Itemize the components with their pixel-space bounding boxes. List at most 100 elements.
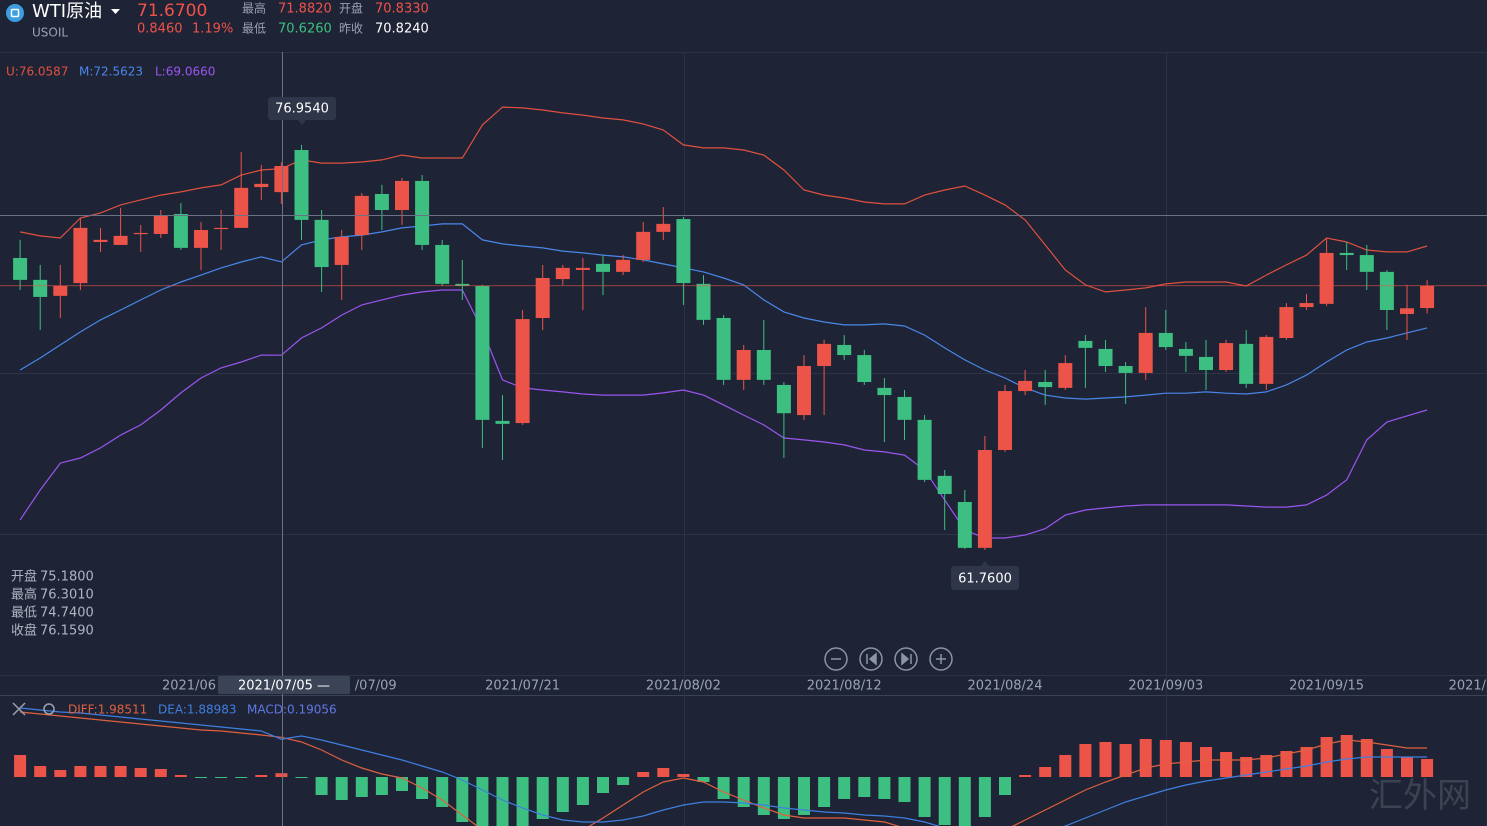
tooltip-label: 最低: [11, 606, 37, 621]
candle-body: [636, 231, 651, 260]
candle-body: [1158, 332, 1173, 348]
scroll-start-button[interactable]: [859, 647, 883, 671]
price-change-pct: 1.19%: [192, 22, 233, 37]
candle-body: [153, 215, 168, 234]
candle-body: [173, 214, 188, 248]
candle-body: [616, 259, 631, 272]
candle-body: [555, 267, 570, 280]
tooltip-value: 76.3010: [40, 588, 94, 603]
macd-bar: [355, 777, 368, 797]
macd-bar: [1280, 751, 1293, 777]
macd-bar: [1079, 744, 1092, 777]
candle-body: [314, 219, 329, 268]
macd-bar: [1320, 737, 1333, 777]
candle-body: [334, 236, 349, 265]
macd-bar: [717, 777, 730, 799]
candle-body: [1018, 380, 1033, 392]
zoom-out-button[interactable]: [824, 647, 848, 671]
candle-body: [1118, 366, 1133, 373]
candle-body: [1078, 340, 1093, 348]
macd-bar: [1220, 752, 1233, 777]
candle-body: [113, 235, 128, 245]
candle-body: [214, 227, 229, 230]
macd-bar: [154, 769, 167, 777]
x-tick-label: 2021/08/24: [968, 679, 1043, 694]
macd-line: [20, 707, 1428, 826]
candle-body: [234, 187, 249, 228]
macd-bar: [14, 755, 27, 777]
tooltip-value: 76.1590: [40, 624, 94, 639]
macd-bar: [576, 777, 589, 805]
candle-body: [1400, 308, 1414, 314]
macd-bar: [878, 777, 891, 799]
candle-body: [93, 239, 108, 242]
tooltip-label: 开盘: [11, 569, 37, 585]
candle-body: [1199, 356, 1213, 370]
candle-body: [455, 283, 470, 286]
scroll-end-button[interactable]: [894, 647, 918, 671]
stat-value: 70.6260: [278, 22, 332, 37]
macd-bar: [1380, 749, 1393, 777]
stat-label: 最低: [242, 22, 266, 36]
legend-macd: MACD:0.19056: [247, 703, 337, 717]
candle-body: [937, 475, 952, 494]
candle-body: [1138, 332, 1153, 373]
macd-bar: [697, 777, 710, 782]
candle-body: [575, 267, 590, 270]
candle-body: [1259, 336, 1274, 384]
zoom-in-button[interactable]: [929, 647, 953, 671]
symbol-name[interactable]: WTI原油: [32, 1, 102, 22]
x-tick-label: 2021/09/15: [1289, 679, 1364, 694]
dropdown-arrow[interactable]: [111, 9, 120, 14]
min-label-box: [951, 566, 1019, 590]
stat-label: 开盘: [339, 1, 363, 16]
indicator-settings-button[interactable]: [43, 703, 55, 715]
candle-body: [194, 230, 208, 248]
candle-body: [817, 343, 832, 366]
macd-bar: [255, 775, 268, 777]
symbol-code: USOIL: [32, 26, 68, 40]
legend-lower: L:69.0660: [155, 65, 215, 79]
scroll-end-icon: [901, 652, 912, 666]
legend-upper: U:76.0587: [6, 65, 68, 79]
macd-bar: [1300, 747, 1313, 777]
macd-bar: [94, 766, 107, 777]
macd-bar: [597, 777, 609, 793]
tooltip-label: 最高: [11, 587, 37, 603]
macd-bar: [798, 777, 810, 815]
ohlc-tooltip: 开盘 75.1800 最高 76.3010 最低 74.7400 收盘 76.1590: [11, 569, 94, 639]
candle-body: [1038, 382, 1053, 388]
x-tick-label: 2021/08/02: [646, 679, 721, 694]
stat-value: 70.8330: [375, 2, 429, 17]
macd-bar: [1179, 742, 1192, 777]
candle-body: [53, 286, 68, 296]
macd-bar: [396, 777, 408, 791]
macd-bar: [677, 774, 690, 777]
tooltip-value: 75.1800: [40, 570, 94, 585]
candle-body: [998, 391, 1012, 450]
candle-body: [1359, 255, 1374, 272]
macd-bar: [1139, 739, 1152, 777]
candle-body: [1058, 363, 1073, 388]
macd-bar: [1200, 747, 1212, 777]
macd-bar: [999, 777, 1011, 795]
macd-bar: [315, 777, 328, 795]
macd-bar: [1340, 735, 1353, 777]
close-indicator-button[interactable]: [12, 702, 26, 716]
candle-body: [515, 319, 530, 424]
macd-bar: [818, 777, 831, 807]
macd-bar: [134, 768, 147, 777]
candle-body: [1219, 343, 1234, 370]
candle-body: [1178, 348, 1193, 356]
macd-bar: [777, 777, 790, 819]
candle-body: [374, 194, 389, 210]
candle-body: [435, 244, 450, 284]
x-tick-label: 2021/09/03: [1128, 679, 1203, 694]
candle-body: [776, 384, 791, 414]
macd-bar: [1019, 775, 1032, 777]
zoom-controls: [824, 647, 953, 671]
macd-bar: [195, 777, 207, 778]
macd-bar: [34, 766, 47, 777]
candle-body: [33, 279, 48, 297]
